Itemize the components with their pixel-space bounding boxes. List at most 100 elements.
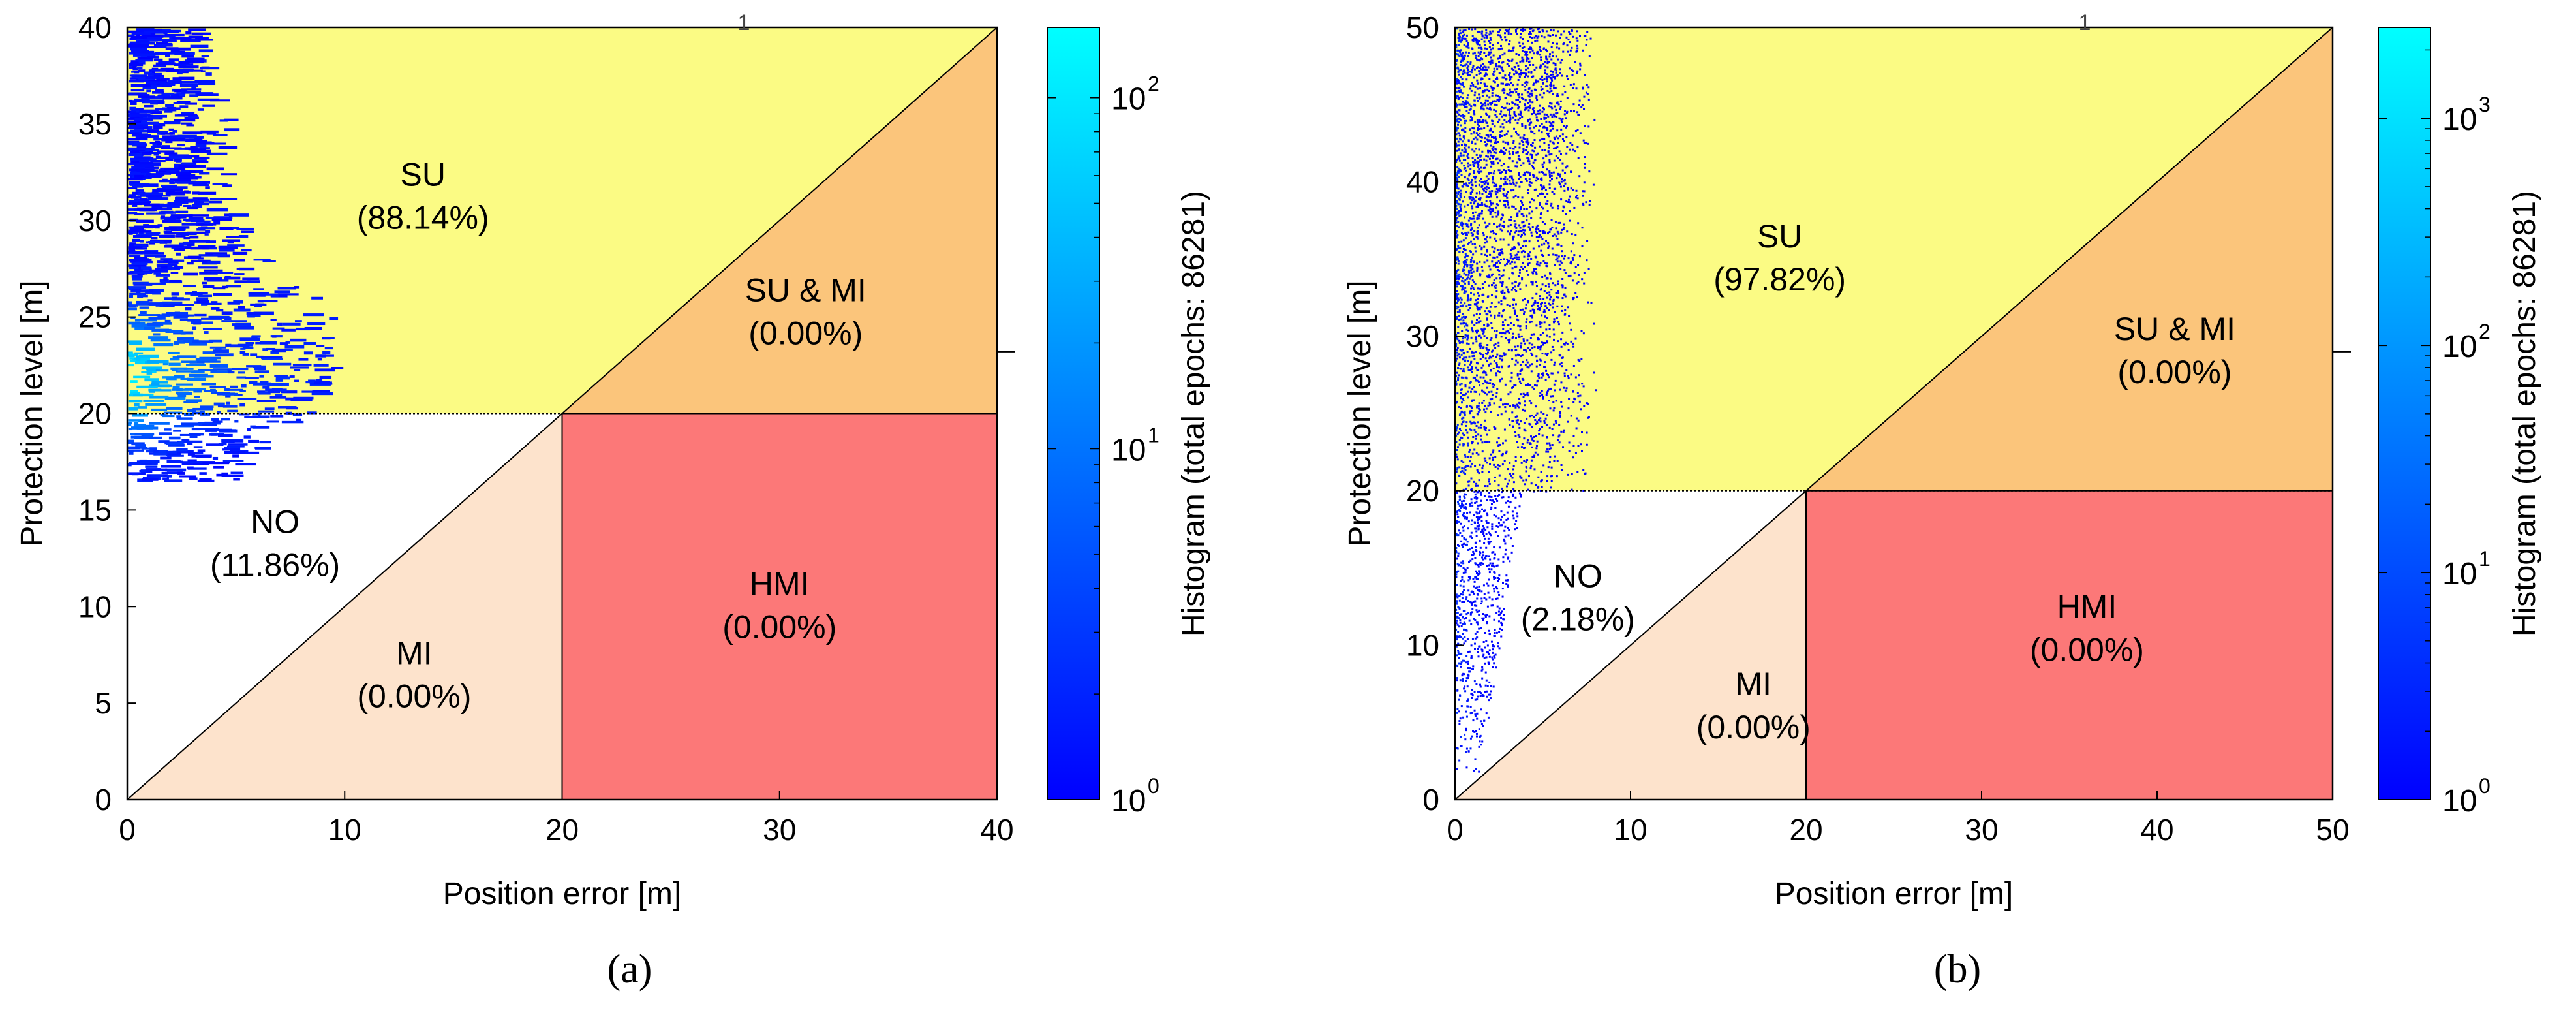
histogram-cell [189, 214, 209, 217]
histogram-cell [1462, 114, 1464, 116]
histogram-cell [1479, 119, 1481, 121]
histogram-cell [181, 122, 193, 125]
histogram-cell [1462, 270, 1464, 272]
histogram-cell [1520, 495, 1522, 498]
histogram-cell [181, 162, 197, 165]
histogram-cell [1465, 729, 1467, 732]
histogram-cell [1569, 41, 1571, 44]
histogram-cell [1471, 119, 1473, 121]
histogram-cell [1555, 400, 1557, 402]
histogram-cell [1485, 188, 1488, 191]
histogram-cell [1532, 107, 1535, 110]
histogram-cell [1479, 72, 1482, 74]
histogram-cell [1494, 656, 1496, 659]
histogram-cell [1485, 598, 1488, 601]
histogram-cell [289, 375, 295, 378]
histogram-cell [1462, 623, 1464, 625]
histogram-cell [1483, 457, 1486, 460]
histogram-cell [1456, 768, 1458, 770]
histogram-cell [1549, 456, 1552, 458]
histogram-cell [1474, 562, 1477, 565]
histogram-cell [1578, 99, 1581, 102]
histogram-cell [1491, 148, 1494, 150]
histogram-cell [211, 418, 219, 421]
histogram-cell [1459, 32, 1462, 35]
histogram-cell [1458, 283, 1460, 285]
histogram-cell [1499, 65, 1501, 68]
histogram-cell [1546, 340, 1548, 343]
histogram-cell [1460, 376, 1463, 379]
histogram-cell [1492, 80, 1495, 83]
histogram-cell [1477, 623, 1479, 626]
histogram-cell [1486, 433, 1488, 436]
histogram-cell [1495, 372, 1497, 375]
histogram-cell [1549, 140, 1552, 143]
histogram-cell [1455, 90, 1458, 93]
histogram-cell [1458, 69, 1461, 72]
histogram-cell [1530, 144, 1533, 146]
histogram-cell [1544, 173, 1547, 176]
histogram-cell [1587, 268, 1590, 270]
histogram-cell [172, 356, 177, 360]
histogram-cell [1467, 677, 1469, 680]
histogram-cell [1497, 525, 1499, 528]
histogram-cell [1524, 384, 1527, 386]
histogram-cell [1456, 257, 1459, 260]
histogram-cell [1488, 33, 1491, 36]
histogram-cell [1464, 571, 1467, 574]
histogram-cell [1531, 343, 1534, 346]
histogram-cell [176, 417, 193, 420]
histogram-cell [168, 191, 190, 194]
histogram-cell [201, 360, 221, 363]
histogram-cell [1462, 268, 1465, 271]
histogram-cell [198, 266, 218, 269]
histogram-cell [1457, 67, 1460, 70]
histogram-cell [1456, 638, 1458, 641]
histogram-cell [1465, 405, 1468, 408]
histogram-cell [1502, 352, 1505, 354]
histogram-cell [1508, 277, 1510, 280]
histogram-cell [1530, 48, 1533, 50]
histogram-cell [1509, 72, 1511, 74]
histogram-cell [1504, 525, 1507, 528]
histogram-cell [1519, 114, 1522, 116]
histogram-cell [1509, 328, 1512, 330]
histogram-cell [1518, 72, 1521, 75]
histogram-cell [147, 129, 160, 133]
histogram-cell [1567, 306, 1569, 309]
histogram-cell [1518, 174, 1520, 176]
histogram-cell [1516, 165, 1518, 168]
histogram-cell [201, 317, 222, 320]
histogram-cell [142, 478, 159, 481]
histogram-cell [1455, 262, 1458, 264]
histogram-cell [222, 448, 240, 451]
histogram-cell [1494, 212, 1497, 214]
histogram-cell [1477, 123, 1479, 126]
histogram-cell [1488, 531, 1490, 534]
histogram-cell [1494, 427, 1497, 430]
histogram-cell [137, 272, 144, 275]
histogram-cell [1533, 69, 1536, 71]
histogram-cell [1517, 118, 1520, 121]
histogram-cell [1539, 31, 1541, 33]
histogram-cell [270, 351, 279, 354]
histogram-cell [1456, 170, 1459, 173]
histogram-cell [304, 326, 322, 330]
histogram-cell [1494, 70, 1496, 72]
histogram-cell [1492, 685, 1495, 688]
histogram-cell [1539, 125, 1541, 127]
histogram-cell [1484, 485, 1486, 488]
histogram-cell [1462, 55, 1464, 58]
histogram-cell [1468, 182, 1471, 185]
histogram-cell [1481, 666, 1484, 668]
histogram-cell [179, 105, 189, 108]
histogram-cell [198, 223, 217, 226]
histogram-cell [1475, 484, 1477, 487]
histogram-cell [1549, 35, 1552, 37]
histogram-cell [1460, 83, 1463, 86]
histogram-cell [161, 92, 174, 95]
histogram-cell [1552, 349, 1555, 351]
histogram-cell [1524, 404, 1526, 407]
histogram-cell [1531, 308, 1534, 311]
histogram-cell [1456, 276, 1459, 279]
